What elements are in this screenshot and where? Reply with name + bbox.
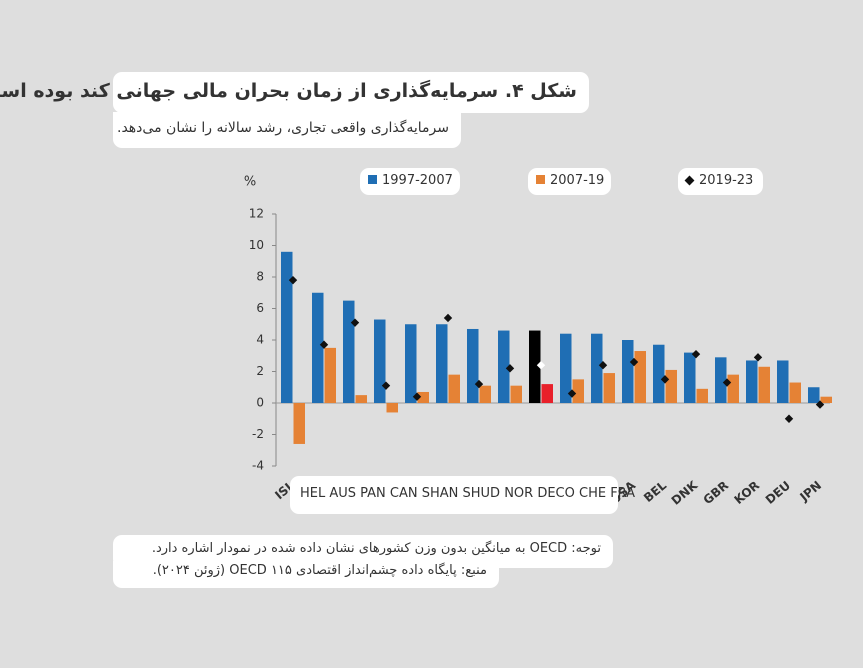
bar	[467, 328, 479, 403]
legend-item: 2007-19	[528, 168, 611, 195]
bar	[603, 373, 615, 403]
y-tick-label: 12	[249, 207, 264, 221]
diamond-marker	[412, 392, 422, 401]
y-tick-label: 2	[256, 364, 264, 378]
x-tick-label: JPN	[797, 478, 825, 504]
bar	[479, 385, 491, 403]
y-tick-label: 4	[256, 333, 264, 347]
diamond-marker	[350, 318, 360, 327]
bar	[591, 333, 603, 403]
bar	[529, 330, 541, 403]
chart-title: شکل ۴. سرمایه‌گذاری از زمان بحران مالی ج…	[0, 72, 589, 113]
x-tick-label: GBR	[701, 478, 732, 507]
x-tick-label: DEU	[763, 478, 793, 507]
bar	[789, 382, 801, 403]
diamond-marker	[753, 353, 763, 362]
bar	[560, 333, 572, 403]
bar	[281, 251, 293, 403]
diamond-marker	[629, 357, 639, 367]
bar	[293, 403, 305, 444]
bar	[312, 292, 324, 403]
legend-swatch	[536, 175, 545, 184]
bar	[758, 366, 770, 403]
diamond-marker	[288, 275, 298, 285]
bar	[324, 347, 336, 403]
bar	[820, 396, 832, 403]
diamond-marker	[443, 313, 453, 323]
legend-item: 1997-2007	[360, 168, 460, 195]
x-tick-label: DNK	[669, 478, 701, 508]
diamond-marker	[784, 414, 794, 423]
bar	[622, 340, 634, 403]
bar	[374, 319, 386, 403]
bar	[572, 379, 584, 403]
legend-item: 2019-23	[678, 168, 763, 195]
bar	[696, 388, 708, 403]
x-tick-label: BEL	[641, 478, 669, 505]
bar	[417, 391, 429, 403]
legend-label: 1997-2007	[382, 173, 453, 188]
legend-swatch	[368, 175, 377, 184]
diamond-marker	[598, 361, 608, 370]
bar	[448, 374, 460, 403]
y-axis-label: %	[244, 175, 256, 190]
diamond-marker	[660, 375, 670, 384]
diamond-marker	[474, 379, 484, 389]
diamond-marker	[319, 340, 329, 349]
legend-label: 2007-19	[550, 173, 605, 188]
diamond-marker	[815, 400, 825, 409]
bar	[343, 300, 355, 403]
y-tick-label: 0	[256, 396, 264, 410]
bar	[405, 324, 417, 403]
bar	[777, 360, 789, 403]
bar	[634, 351, 646, 403]
diamond-marker	[722, 378, 732, 387]
diamond-marker	[567, 389, 577, 398]
bar	[715, 357, 727, 403]
diamond-marker	[536, 361, 546, 370]
y-tick-label: 10	[249, 238, 264, 252]
y-tick-label: 6	[256, 301, 264, 315]
legend-swatch	[684, 175, 695, 186]
diamond-marker	[505, 364, 515, 373]
bar	[386, 403, 398, 413]
annotation: HEL AUS PAN CAN SHAN SHUD NOR DECO CHE F…	[290, 476, 635, 514]
bar	[746, 360, 758, 403]
bar	[498, 330, 510, 403]
source: منبع: پایگاه داده چشم‌انداز اقتصادی ۱۱۵ …	[113, 561, 499, 588]
y-tick-label: -4	[252, 459, 264, 473]
bar	[808, 387, 820, 403]
x-tick-label: KOR	[732, 478, 763, 507]
bar	[653, 344, 665, 403]
y-tick-label: 8	[256, 270, 264, 284]
bar	[684, 352, 696, 403]
diamond-marker	[381, 381, 391, 390]
y-tick-label: -2	[252, 427, 264, 441]
chart-subtitle: سرمایه‌گذاری واقعی تجاری، رشد سالانه را …	[113, 112, 461, 148]
bar	[727, 374, 739, 403]
bar	[665, 369, 677, 403]
bar	[541, 384, 553, 403]
legend-label: 2019-23	[699, 173, 754, 188]
bar	[436, 324, 448, 403]
bar	[355, 395, 367, 403]
bar	[510, 385, 522, 403]
diamond-marker	[691, 349, 701, 359]
